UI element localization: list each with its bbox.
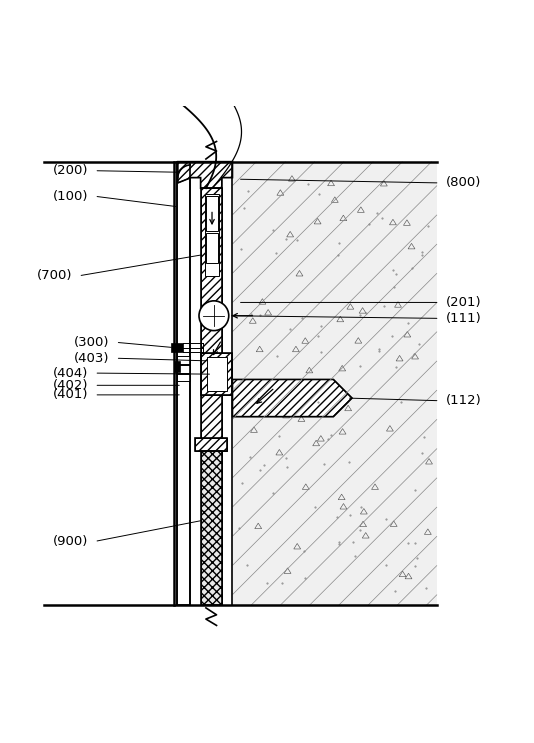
Bar bbox=[177, 162, 190, 606]
Text: (200): (200) bbox=[53, 164, 88, 177]
Text: (401): (401) bbox=[53, 389, 88, 401]
Text: (900): (900) bbox=[53, 535, 88, 548]
Text: (404): (404) bbox=[53, 366, 88, 380]
Text: (300): (300) bbox=[74, 336, 109, 348]
Bar bbox=[177, 356, 190, 363]
Polygon shape bbox=[201, 353, 232, 395]
Bar bbox=[207, 357, 227, 391]
Text: (201): (201) bbox=[446, 296, 481, 309]
Text: (700): (700) bbox=[37, 270, 72, 282]
Bar bbox=[171, 343, 183, 352]
Polygon shape bbox=[195, 438, 227, 451]
Polygon shape bbox=[178, 162, 232, 188]
Text: (800): (800) bbox=[446, 176, 481, 189]
Text: (111): (111) bbox=[446, 312, 482, 325]
Bar bbox=[205, 193, 219, 276]
Bar bbox=[177, 365, 190, 373]
Polygon shape bbox=[201, 188, 222, 451]
Polygon shape bbox=[232, 380, 352, 417]
Bar bbox=[232, 162, 437, 606]
Bar bbox=[206, 196, 218, 231]
Text: (403): (403) bbox=[74, 351, 109, 365]
Text: (402): (402) bbox=[53, 379, 88, 392]
Bar bbox=[177, 374, 190, 380]
Bar bbox=[174, 361, 180, 372]
Text: (112): (112) bbox=[446, 395, 482, 407]
Text: (100): (100) bbox=[53, 189, 88, 203]
Circle shape bbox=[199, 301, 229, 331]
Bar bbox=[206, 233, 218, 262]
Polygon shape bbox=[201, 451, 222, 606]
